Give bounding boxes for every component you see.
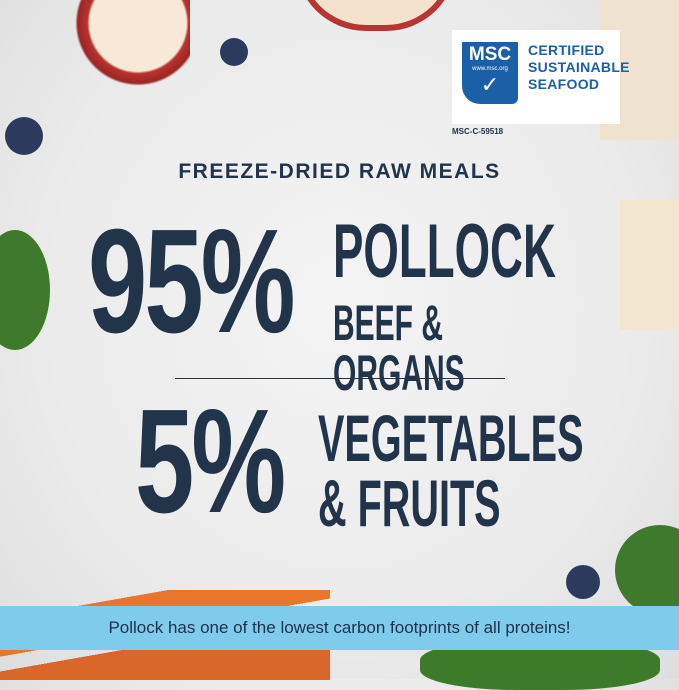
- pollock-label: POLLOCK: [333, 209, 556, 294]
- msc-logo-text: MSC: [468, 44, 512, 65]
- banner-text: Pollock has one of the lowest carbon foo…: [108, 618, 571, 637]
- percent-5: 5%: [135, 379, 286, 544]
- fish-checkmark-icon: ✓: [480, 72, 500, 97]
- blueberry-image: [5, 117, 43, 155]
- carbon-footprint-banner: Pollock has one of the lowest carbon foo…: [0, 606, 679, 650]
- cert-line: SEAFOOD: [528, 76, 600, 92]
- certification-text: CERTIFIED SUSTAINABLE SEAFOOD: [528, 42, 630, 93]
- cert-line: CERTIFIED: [528, 42, 605, 58]
- spinach-image: [615, 525, 679, 615]
- blueberry-image: [220, 38, 248, 66]
- vegetables-label: VEGETABLES: [318, 401, 584, 475]
- apple-slices-image: [60, 0, 190, 115]
- percent-95: 95%: [88, 199, 296, 364]
- subtitle: FREEZE-DRIED RAW MEALS: [178, 160, 501, 183]
- beef-organs-label: BEEF & ORGANS: [333, 295, 465, 401]
- spinach-image: [0, 230, 50, 350]
- fruits-label: & FRUITS: [318, 466, 501, 540]
- blueberry-image: [566, 565, 600, 599]
- msc-logo-url: www.msc.org: [472, 66, 508, 72]
- apple-image: [295, 0, 457, 31]
- msc-certification-badge: MSC www.msc.org ✓ CERTIFIED SUSTAINABLE …: [452, 30, 630, 136]
- divider: [175, 378, 505, 379]
- cert-line: SUSTAINABLE: [528, 59, 630, 75]
- msc-code: MSC-C-59518: [452, 127, 504, 136]
- msc-logo: MSC www.msc.org ✓: [462, 42, 518, 104]
- fish-image: [620, 200, 679, 330]
